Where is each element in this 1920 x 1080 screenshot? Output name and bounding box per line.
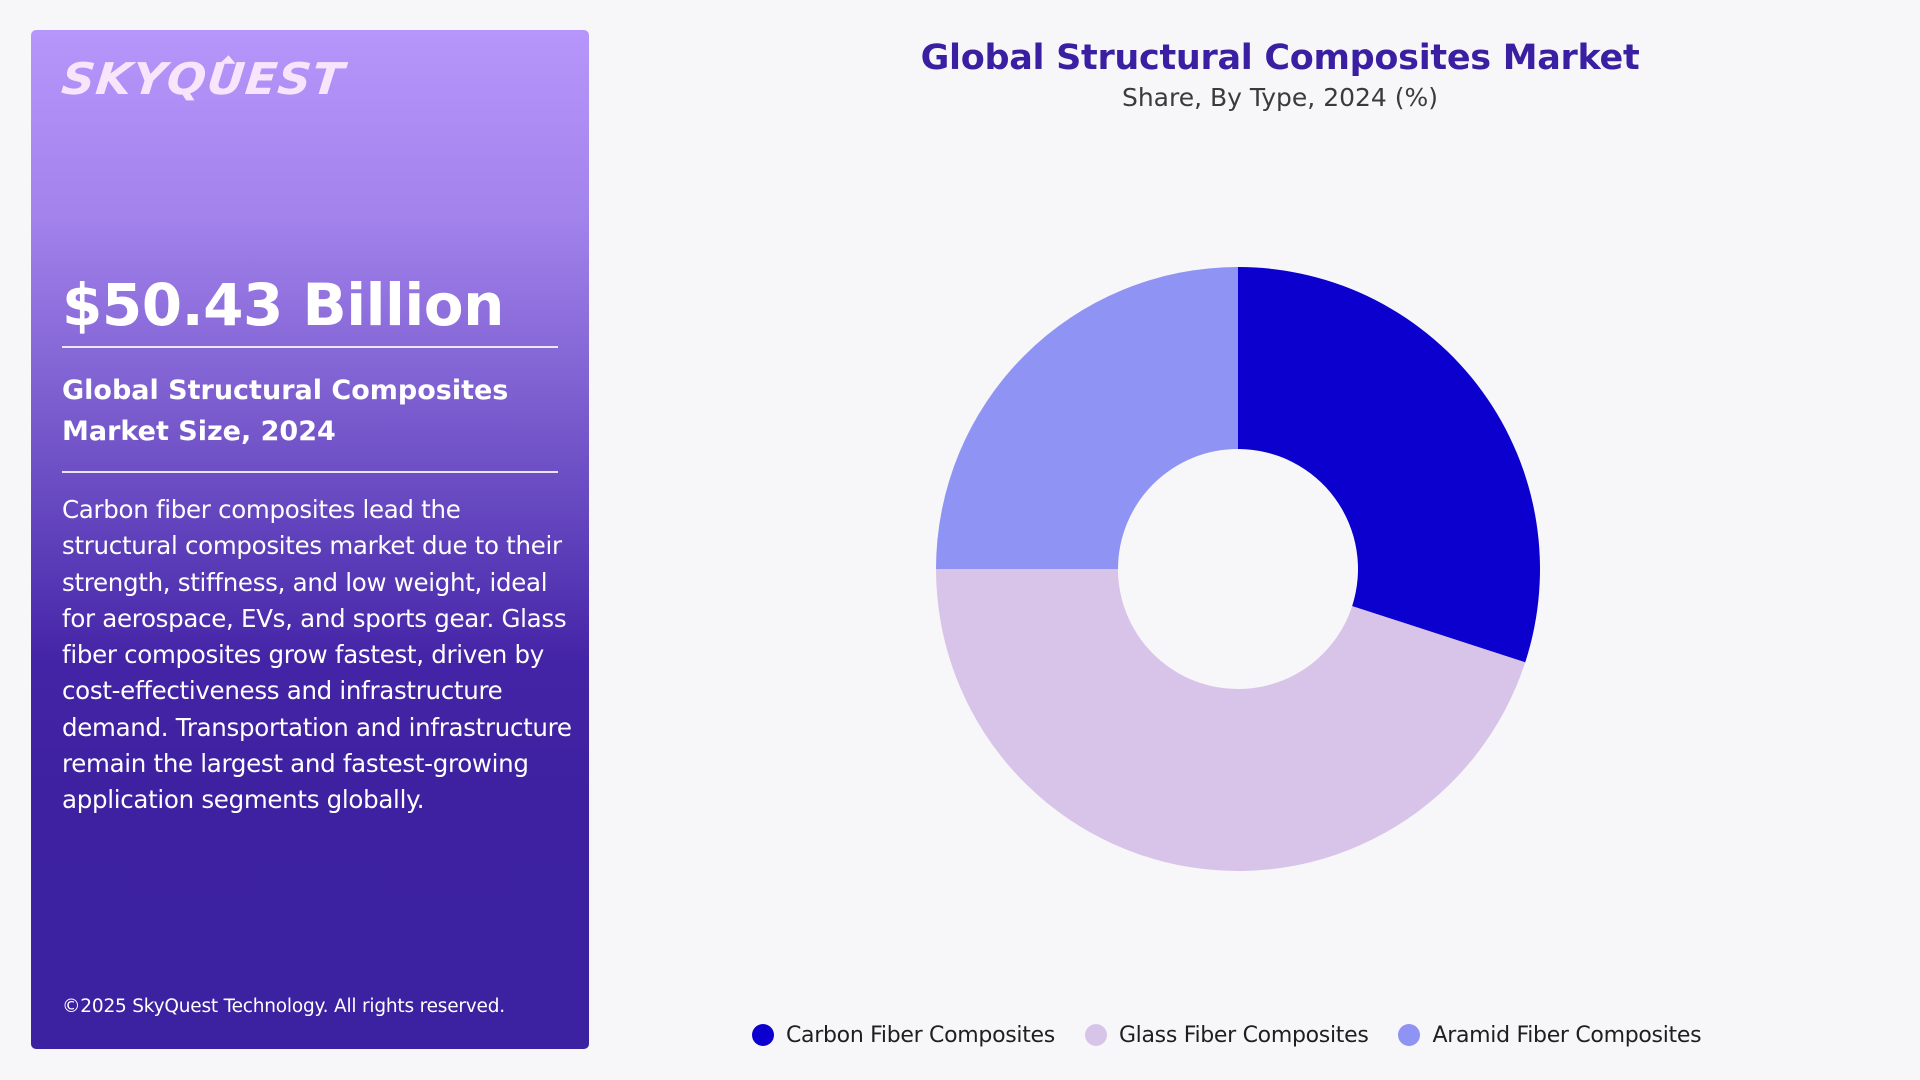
legend-dot-icon xyxy=(752,1024,774,1046)
donut-slice-carbon-fiber[interactable] xyxy=(1238,267,1541,663)
copyright-text: ©2025 SkyQuest Technology. All rights re… xyxy=(62,996,505,1017)
donut-slices xyxy=(936,267,1541,872)
market-value: $50.43 Billion xyxy=(62,271,504,339)
divider xyxy=(62,471,558,473)
legend-dot-icon xyxy=(1084,1024,1107,1046)
summary-panel: SKYQU EST $50.43 Billion Global Structura… xyxy=(31,30,589,1049)
chart-subtitle: Share, By Type, 2024 (%) xyxy=(1121,83,1439,112)
legend-item-aramid-fiber[interactable]: Aramid Fiber Composites xyxy=(1398,1022,1702,1048)
market-description: Carbon fiber composites lead the structu… xyxy=(62,495,572,815)
market-size-label: Global Structural Composites Market Size… xyxy=(62,375,509,447)
skyquest-logo: SKYQU EST xyxy=(59,53,347,105)
arrow-up-icon xyxy=(219,55,237,64)
chart-header: Global Structural Composites Market Shar… xyxy=(600,36,1920,114)
legend-label: Aramid Fiber Composites xyxy=(1432,1022,1702,1048)
donut-slice-glass-fiber[interactable] xyxy=(936,569,1526,872)
logo-text-part: EST xyxy=(242,53,348,105)
legend-label: Carbon Fiber Composites xyxy=(786,1022,1055,1048)
divider xyxy=(62,346,558,348)
donut-slice-aramid-fiber[interactable] xyxy=(936,267,1238,569)
logo-u-arrow: U xyxy=(204,53,249,105)
legend-item-carbon-fiber[interactable]: Carbon Fiber Composites xyxy=(752,1023,1055,1048)
legend-item-glass-fiber[interactable]: Glass Fiber Composites xyxy=(1084,1022,1369,1048)
chart-legend: Carbon Fiber Composites Glass Fiber Comp… xyxy=(752,1020,1702,1050)
legend-dot-icon xyxy=(1398,1024,1421,1046)
logo-text-part: SKYQ xyxy=(59,53,210,105)
chart-title: Global Structural Composites Market xyxy=(920,38,1640,78)
legend-label: Glass Fiber Composites xyxy=(1118,1022,1369,1048)
